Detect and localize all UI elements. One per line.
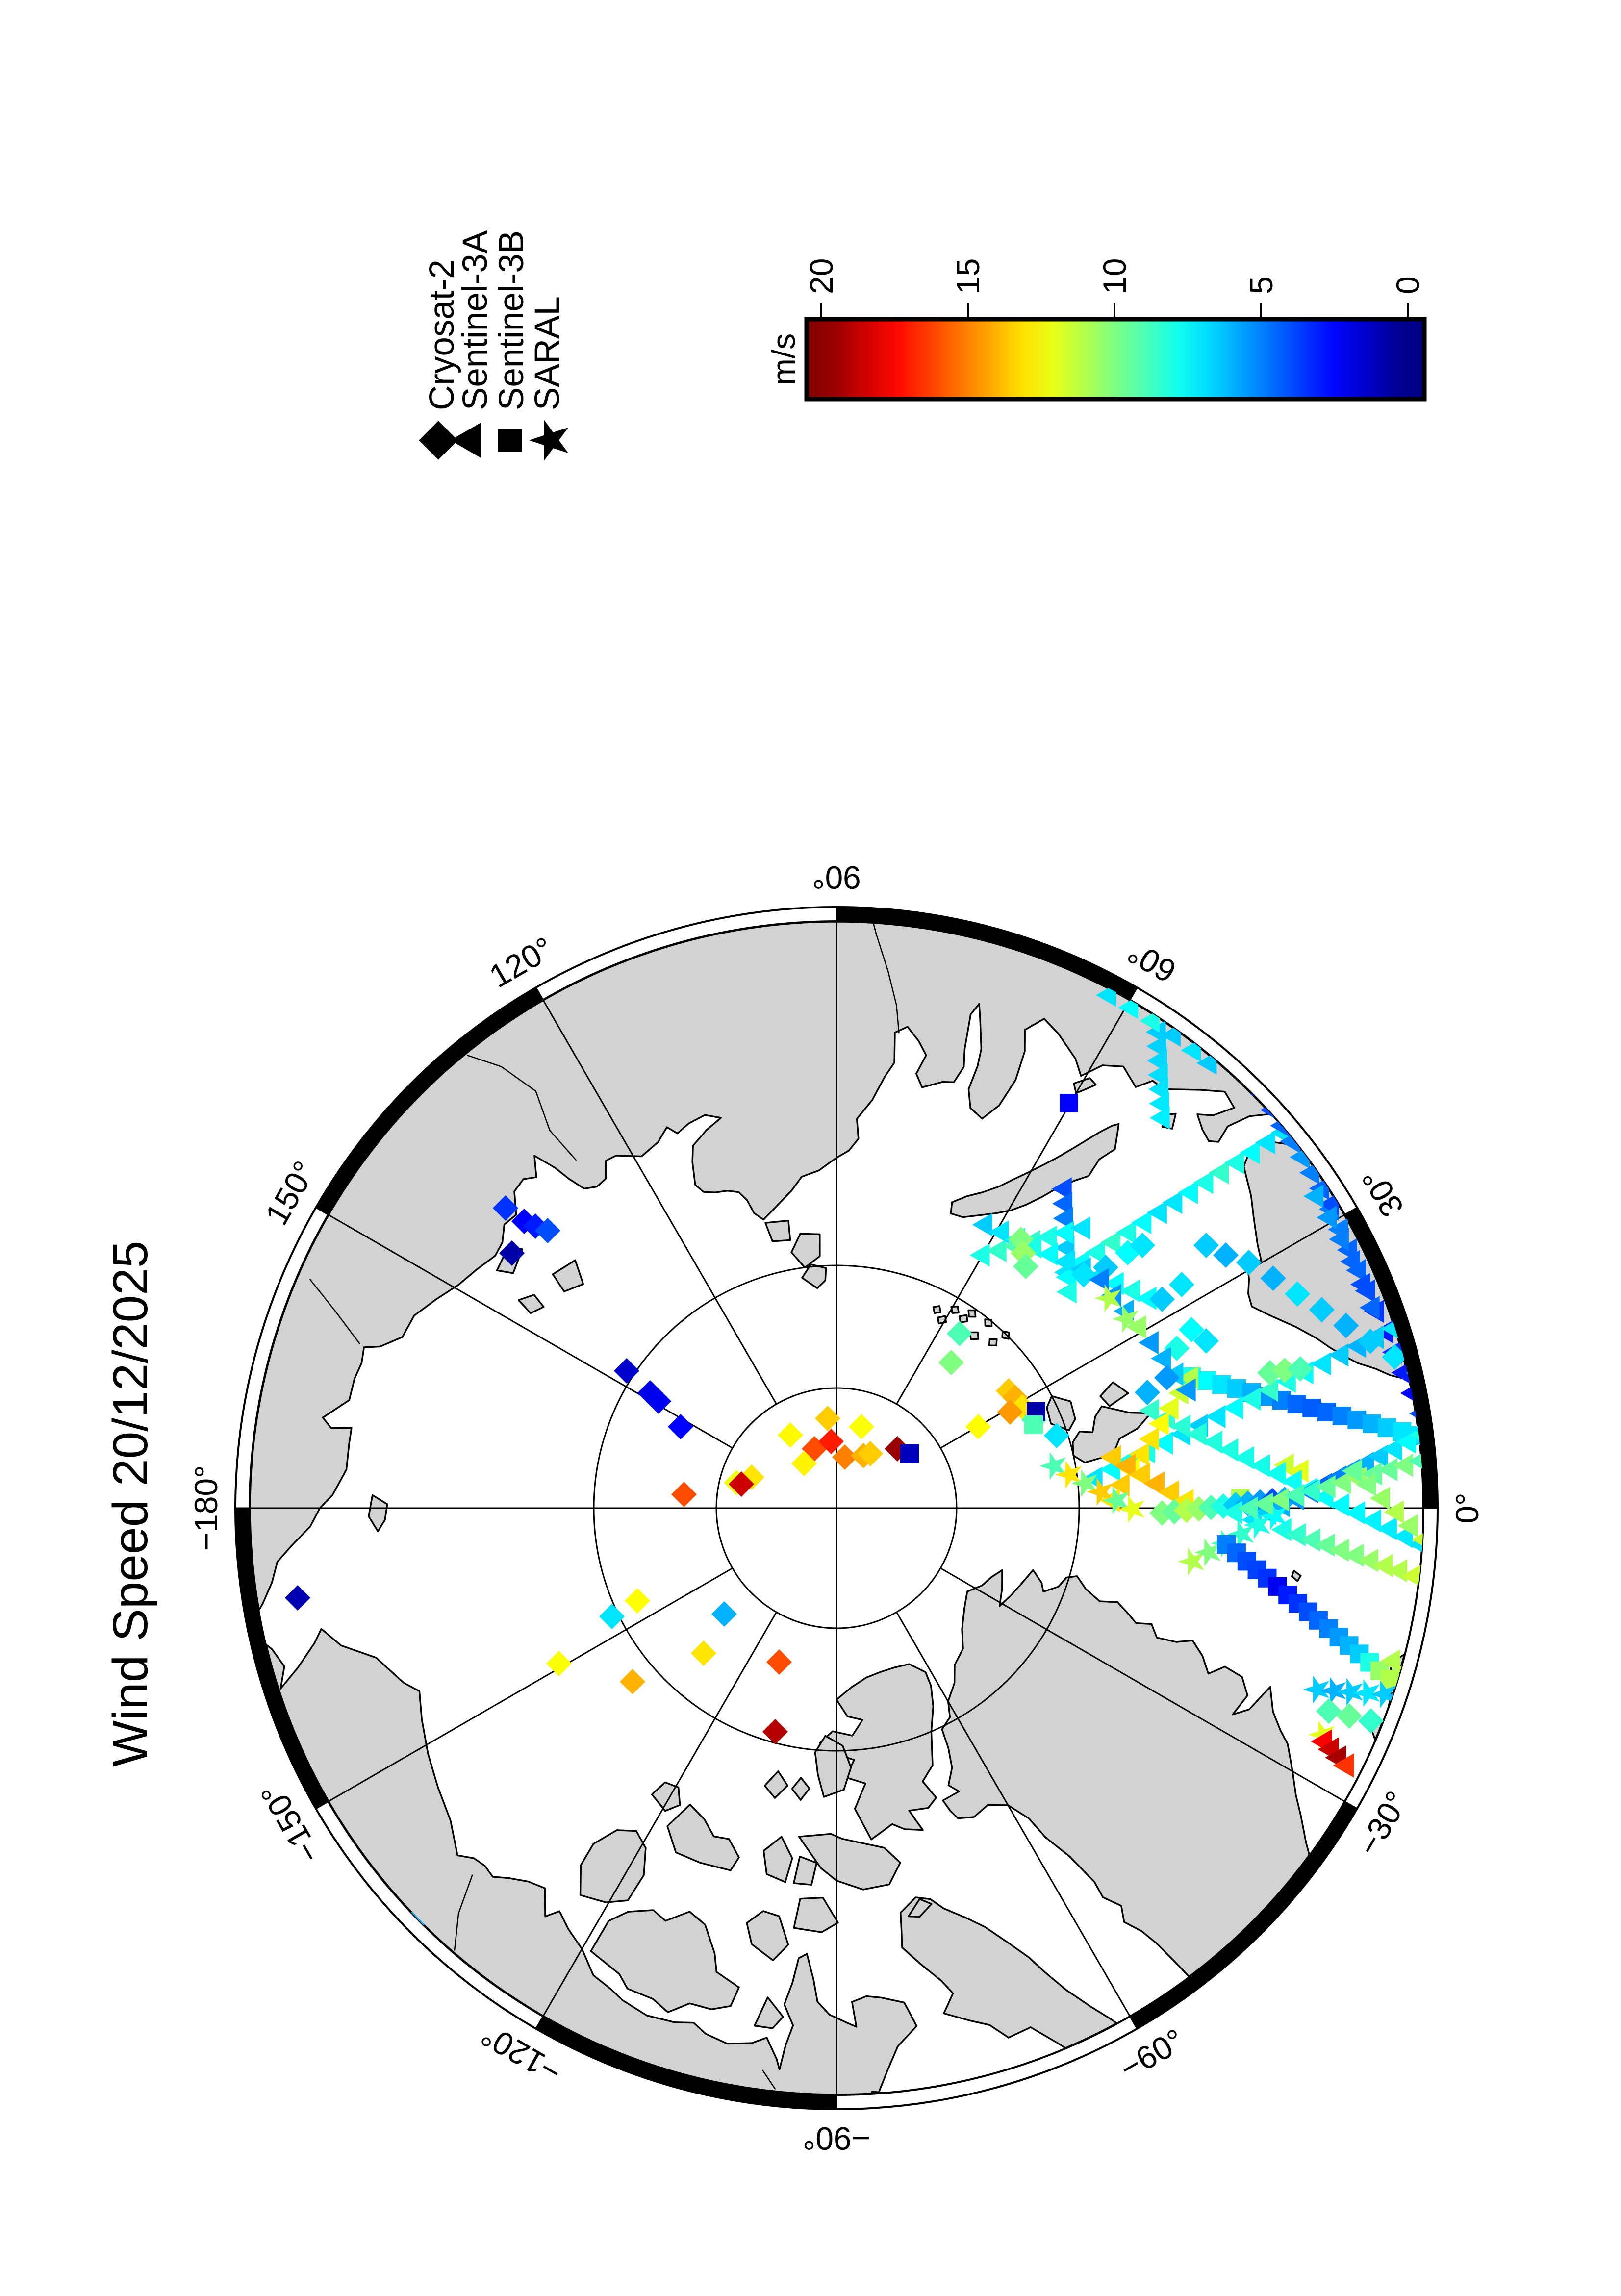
svg-text:Cryosat-2: Cryosat-2	[423, 259, 461, 410]
svg-text:Sentinel-3B: Sentinel-3B	[492, 230, 531, 410]
svg-text:0: 0	[1390, 276, 1426, 294]
svg-text:5: 5	[1243, 276, 1279, 294]
svg-text:m/s: m/s	[765, 333, 802, 385]
svg-text:−180°: −180°	[188, 1465, 224, 1551]
svg-text:Wind Speed 20/12/2025: Wind Speed 20/12/2025	[103, 1240, 158, 1766]
svg-text:15: 15	[950, 258, 986, 294]
svg-text:0°: 0°	[1449, 1492, 1485, 1523]
svg-text:90°: 90°	[812, 859, 861, 896]
svg-text:20: 20	[803, 258, 839, 294]
svg-text:10: 10	[1096, 258, 1133, 294]
svg-text:Sentinel-3A: Sentinel-3A	[456, 230, 495, 410]
svg-text:−90°: −90°	[803, 2120, 870, 2157]
svg-text:SARAL: SARAL	[528, 296, 567, 410]
